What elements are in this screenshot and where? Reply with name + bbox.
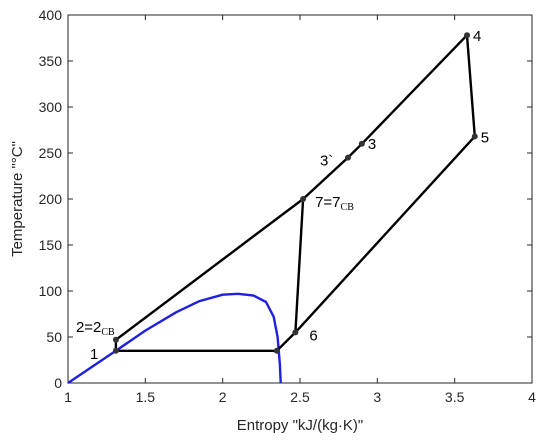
state-point-label-subscript: CB (101, 327, 115, 338)
x-tick-label: 3.5 (445, 389, 465, 405)
x-tick-label: 3 (373, 389, 381, 405)
state-point-label: 5 (481, 129, 489, 146)
series-cycle (114, 34, 476, 352)
state-points-group (112, 32, 478, 354)
state-point-label: 6 (309, 327, 317, 344)
state-point-marker (358, 140, 365, 147)
y-tick-label: 300 (39, 99, 63, 115)
state-point-label: 3` (320, 153, 333, 170)
state-point-marker (292, 329, 299, 336)
y-axis-title: Temperature "°C" (9, 141, 26, 257)
state-point-label-text: 1 (90, 346, 98, 363)
state-point-label-text: 3 (368, 136, 376, 153)
y-tick-label: 350 (39, 53, 63, 69)
state-point-label: 2=2CB (76, 319, 115, 338)
axes-group: 1 1.5 2 2.5 3 3.5 4 0 50 100 150 200 250 300 350 400 (39, 7, 536, 405)
y-tick-label: 250 (39, 145, 63, 161)
state-point-label-text: 2=2 (76, 319, 101, 336)
x-tick-label: 4 (528, 389, 536, 405)
state-point-label-text: 7=7 (315, 194, 340, 211)
state-point-marker (344, 154, 351, 161)
state-point-marker (112, 347, 119, 354)
series-saturation-dome (67, 292, 282, 384)
state-point-label: 3 (368, 136, 376, 153)
state-point-marker (273, 347, 280, 354)
y-tick-label: 0 (54, 375, 62, 391)
state-point-label-text: 3` (320, 153, 333, 170)
state-point-marker (300, 196, 307, 202)
series-cycle-internal (294, 198, 305, 333)
state-point-label: 4 (473, 28, 481, 45)
x-tick-label: 2.5 (290, 389, 310, 405)
x-tick-label: 1 (64, 389, 72, 405)
y-tick-label: 150 (39, 237, 63, 253)
state-point-label-text: 4 (473, 28, 481, 45)
curves-group (67, 34, 476, 384)
x-axis-title: Entropy "kJ/(kg·K)" (237, 417, 364, 434)
y-tick-label: 400 (39, 7, 63, 23)
y-tick-label: 50 (46, 329, 62, 345)
state-point-marker (112, 336, 119, 343)
x-tick-label: 1.5 (136, 389, 156, 405)
state-point-marker (471, 133, 478, 140)
state-point-label-text: 6 (309, 327, 317, 344)
y-tick-label: 200 (39, 191, 63, 207)
state-point-label-text: 5 (481, 129, 489, 146)
state-point-label: 1 (90, 346, 98, 363)
y-tick-label: 100 (39, 283, 63, 299)
x-tick-label: 2 (219, 389, 227, 405)
state-point-label-subscript: CB (341, 202, 355, 213)
state-point-marker (464, 32, 471, 39)
state-point-label: 7=7CB (315, 194, 354, 213)
